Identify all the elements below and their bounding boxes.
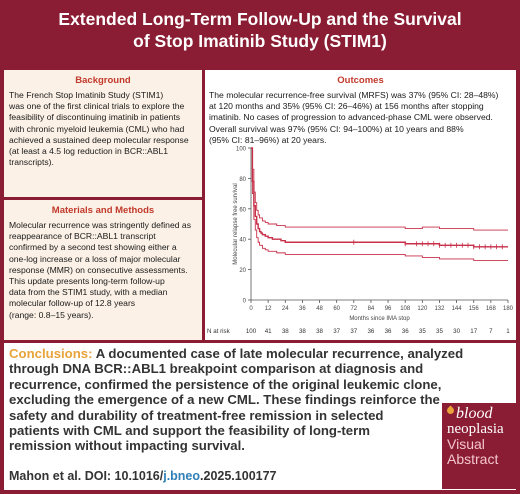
x-tick-label: 24 <box>282 306 289 312</box>
text-line: confirmed by a second test showing eithe… <box>9 242 177 253</box>
at-risk-value: 36 <box>402 328 409 335</box>
at-risk-value: 7 <box>489 328 493 335</box>
y-axis-label: Molecular relapse free survival <box>233 183 239 264</box>
text-line: safety and durability of treatment-free … <box>9 407 384 423</box>
x-tick-label: 120 <box>417 306 428 312</box>
text-line: imatinib. No cases of progression to adv… <box>209 112 493 123</box>
at-risk-value: 17 <box>470 328 477 335</box>
km-ci-lower-line <box>251 147 508 261</box>
conclusions-panel: Conclusions: A documented case of late m… <box>4 343 516 490</box>
text-line: The molecular recurrence-free survival (… <box>209 90 499 100</box>
y-tick-label: 0 <box>243 299 247 305</box>
blood-drop-icon <box>445 405 456 416</box>
at-risk-value: 36 <box>385 328 392 335</box>
doi-link[interactable]: j.bneo <box>163 469 201 483</box>
x-axis-label: Months since IMA stop <box>349 316 410 322</box>
text-line: transcripts). <box>9 157 54 168</box>
badge-abstract: Abstract <box>447 451 499 467</box>
text-line: data from the STIM1 study, with a median <box>9 287 168 298</box>
outcomes-heading: Outcomes <box>337 75 384 86</box>
citation-suffix: .2025.100177 <box>200 469 277 483</box>
y-tick-label: 40 <box>239 238 246 244</box>
text-line: reappearance of BCR::ABL1 transcript <box>9 231 156 242</box>
x-tick-label: 180 <box>503 306 514 312</box>
methods-heading: Materials and Methods <box>51 205 155 216</box>
text-line: remission without impacting survival. <box>9 438 245 454</box>
text-line: one-log increase or a loss of major mole… <box>9 253 181 264</box>
at-risk-value: 35 <box>419 328 426 335</box>
y-tick-label: 20 <box>239 268 246 274</box>
at-risk-value: 1 <box>506 328 510 335</box>
text-line: achieved a sustained deep molecular resp… <box>9 134 189 145</box>
at-risk-value: 100 <box>246 328 257 335</box>
citation-prefix: Mahon et al. DOI: 10.1016/ <box>9 469 164 483</box>
at-risk-value: 36 <box>367 328 374 335</box>
text-line: A documented case of late molecular recu… <box>95 346 464 361</box>
at-risk-value: 41 <box>265 328 272 335</box>
at-risk-value: 38 <box>316 328 323 335</box>
x-tick-label: 60 <box>333 306 340 312</box>
at-risk-value: 37 <box>350 328 357 335</box>
y-tick-label: 100 <box>236 147 247 153</box>
at-risk-value: 35 <box>436 328 443 335</box>
y-tick-label: 80 <box>239 177 246 183</box>
background-panel: Background The French Stop Imatinib Stud… <box>4 70 202 197</box>
at-risk-value: 38 <box>282 328 289 335</box>
badge-neoplasia: neoplasia <box>447 421 504 437</box>
x-tick-label: 72 <box>350 306 357 312</box>
text-line: excluding the emergence of a new CML. Th… <box>9 392 440 408</box>
text-line: with chronic myeloid leukemia (CML) who … <box>9 123 185 134</box>
methods-text: Molecular recurrence was stringently def… <box>4 220 202 321</box>
text-line: recurrence, confirmed the persistence of… <box>9 376 442 392</box>
x-tick-label: 84 <box>368 306 375 312</box>
x-tick-label: 0 <box>249 306 253 312</box>
x-tick-label: 12 <box>265 306 272 312</box>
text-line: Overall survival was 97% (95% CI: 94–100… <box>209 123 464 134</box>
text-line: was one of the first clinical trials to … <box>9 101 185 112</box>
km-estimate-line <box>251 147 508 248</box>
at-risk-value: 38 <box>299 328 306 335</box>
background-heading: Background <box>75 75 131 86</box>
text-line: This update presents long-term follow-up <box>9 276 165 287</box>
badge-blood: blood <box>456 405 493 422</box>
background-text: The French Stop Imatinib Study (STIM1) w… <box>4 90 202 168</box>
text-line: (95% CI: 81–96%) at 20 years. <box>209 134 327 145</box>
text-line: (at least a 4.5 log reduction in BCR::AB… <box>9 146 169 157</box>
x-tick-label: 108 <box>400 306 411 312</box>
text-line: Molecular recurrence was stringently def… <box>9 220 191 230</box>
badge-visual: Visual <box>447 436 485 452</box>
citation: Mahon et al. DOI: 10.1016/j.bneo.2025.10… <box>9 469 277 483</box>
text-line: molecular follow-up of 12.8 years <box>9 298 136 309</box>
at-risk-value: 37 <box>333 328 340 335</box>
text-line: (range: 0.8–15 years). <box>9 309 94 320</box>
x-tick-label: 36 <box>299 306 306 312</box>
text-line: The French Stop Imatinib Study (STIM1) <box>9 90 164 100</box>
x-tick-label: 48 <box>316 306 323 312</box>
text-line: patients with CML and support the feasib… <box>9 423 370 439</box>
text-line: feasibility of discontinuing imatinib in… <box>9 112 181 123</box>
abstract-title: Extended Long-Term Follow-Up and the Sur… <box>0 0 520 66</box>
text-line: response (MMR) on consecutive assessment… <box>9 264 188 275</box>
at-risk-label: N at risk <box>207 328 231 335</box>
conclusions-label: Conclusions: <box>9 346 93 361</box>
x-tick-label: 132 <box>434 306 445 312</box>
y-tick-label: 60 <box>239 207 246 213</box>
journal-badge: blood neoplasia Visual Abstract <box>442 403 516 489</box>
km-ci-upper-line <box>251 147 508 231</box>
x-tick-label: 156 <box>469 306 480 312</box>
text-line: at 120 months and 35% (95% CI: 26–46%) a… <box>209 101 484 112</box>
outcomes-text: The molecular recurrence-free survival (… <box>205 90 516 146</box>
x-tick-label: 168 <box>486 306 497 312</box>
at-risk-value: 30 <box>453 328 460 335</box>
x-tick-label: 96 <box>385 306 392 312</box>
methods-panel: Materials and Methods Molecular recurren… <box>4 200 202 340</box>
title-line-1: Extended Long-Term Follow-Up and the Sur… <box>58 9 462 29</box>
text-line: through DNA BCR::ABL1 breakpoint compari… <box>9 361 424 377</box>
title-line-2: of Stop Imatinib Study (STIM1) <box>133 31 387 51</box>
conclusions-text: Conclusions: A documented case of late m… <box>9 346 463 454</box>
x-tick-label: 144 <box>452 306 463 312</box>
